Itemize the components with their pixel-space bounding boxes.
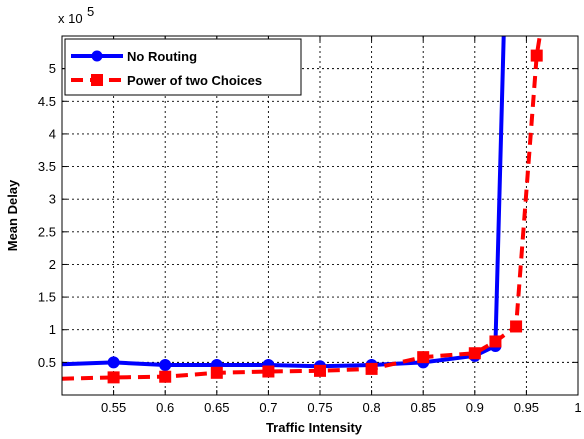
plot-area bbox=[62, 36, 578, 395]
data-point bbox=[159, 370, 172, 383]
series-layer bbox=[62, 36, 543, 384]
data-point bbox=[107, 356, 120, 369]
grid-layer bbox=[62, 36, 579, 395]
x-tick-label: 0.85 bbox=[411, 400, 436, 415]
data-point bbox=[417, 351, 430, 364]
y-tick-label: 1 bbox=[49, 322, 56, 337]
x-tick-label: 0.55 bbox=[101, 400, 126, 415]
legend-marker-1 bbox=[91, 74, 103, 86]
x-tick-label: 0.95 bbox=[514, 400, 539, 415]
y-tick-label: 4.5 bbox=[38, 94, 56, 109]
y-axis-label: Mean Delay bbox=[5, 179, 20, 251]
data-point bbox=[365, 362, 378, 375]
data-point bbox=[468, 347, 481, 360]
y-tick-label: 2.5 bbox=[38, 224, 56, 239]
y-tick-label: 1.5 bbox=[38, 290, 56, 305]
data-point bbox=[489, 335, 502, 348]
data-point bbox=[314, 364, 326, 377]
x-tick-label: 0.7 bbox=[259, 400, 277, 415]
data-point bbox=[262, 365, 275, 378]
legend-marker-0 bbox=[91, 50, 103, 62]
y-tick-label: 2 bbox=[49, 257, 56, 272]
series-clip-group bbox=[62, 36, 543, 384]
data-point bbox=[107, 371, 120, 384]
x-tick-label: 0.8 bbox=[363, 400, 381, 415]
data-point bbox=[510, 320, 523, 333]
data-point bbox=[210, 366, 223, 379]
y-tick-label: 4 bbox=[49, 126, 56, 141]
legend-label-1: Power of two Choices bbox=[127, 73, 262, 88]
data-point bbox=[530, 49, 543, 62]
y-tick-label: 3.5 bbox=[38, 159, 56, 174]
x-tick-label: 0.65 bbox=[204, 400, 229, 415]
axes-layer: 0.55 0.6 0.65 0.7 0.75 0.8 0.85 0.9 0.95 1 0.5 1 1.5… bbox=[5, 4, 582, 435]
y-tick-label: 0.5 bbox=[38, 355, 56, 370]
legend: No Routing Power of two Choices bbox=[64, 38, 302, 96]
y-multiplier-exponent: 5 bbox=[87, 4, 94, 19]
y-multiplier-base: x 10 bbox=[58, 11, 83, 26]
data-point bbox=[159, 358, 172, 371]
legend-box bbox=[64, 38, 302, 96]
y-tick-label: 5 bbox=[49, 61, 56, 76]
legend-label-0: No Routing bbox=[127, 49, 197, 64]
y-tick-label: 3 bbox=[49, 192, 56, 207]
x-axis-label: Traffic Intensity bbox=[266, 420, 363, 435]
x-tick-label: 0.9 bbox=[466, 400, 484, 415]
x-tick-label: 0.75 bbox=[307, 400, 332, 415]
x-tick-label: 0.6 bbox=[156, 400, 174, 415]
x-tick-label: 1 bbox=[574, 400, 581, 415]
